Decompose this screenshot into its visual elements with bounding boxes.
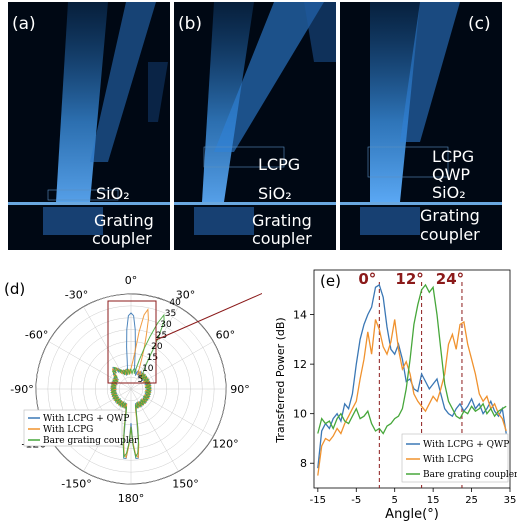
beam-field-c	[340, 2, 502, 235]
annotation-label: 0°	[358, 270, 376, 288]
y-tick-label: 10	[293, 408, 307, 421]
beam-field-b	[174, 2, 336, 235]
plot-frame	[313, 269, 511, 489]
legend-entry-qwp: With LCPG + QWP	[423, 440, 509, 450]
x-tick-label: 5	[392, 495, 398, 506]
legend-entry-bare: Bare grating coupler	[43, 436, 139, 446]
beam-field-a	[8, 2, 170, 235]
radial-tick-label: 10	[142, 364, 154, 374]
x-tick-label: 15	[427, 495, 440, 506]
legend-entry-lcpg: With LCPG	[43, 425, 93, 435]
radial-tick-label: 5	[138, 375, 144, 385]
qwp-label: QWP	[432, 165, 471, 184]
panel-label: (e)	[320, 272, 341, 290]
line-chart: (e) -15 -5 5 15 25 35 8 10 12 14 0° 12° 24° Transfe…	[274, 269, 517, 522]
angle-tick-label: -30°	[65, 289, 88, 302]
radial-tick-label: 25	[156, 331, 167, 341]
zoom-box	[107, 300, 157, 384]
coupler-label: coupler	[92, 229, 152, 248]
series-line	[317, 283, 507, 435]
lcpg-label: LCPG	[258, 155, 301, 174]
radial-tick-label: 20	[151, 342, 163, 352]
y-tick-label: 14	[293, 309, 307, 322]
x-tick-label: -5	[351, 495, 361, 506]
x-tick-label: -15	[310, 495, 326, 506]
sio2-label: SiO₂	[432, 183, 466, 202]
y-tick-label: 12	[293, 358, 307, 371]
annotation-label: 24°	[436, 270, 464, 288]
panel-label: (a)	[12, 14, 36, 34]
polar-grid	[35, 293, 227, 485]
radial-tick-label: 40	[169, 298, 181, 308]
angle-tick-label: -90°	[10, 383, 33, 396]
legend-entry-bare: Bare grating coupler	[423, 470, 517, 480]
legend-entry-lcpg: With LCPG	[423, 455, 473, 465]
radial-tick-label: 15	[147, 353, 158, 363]
polar-legend: With LCPG + QWP With LCPG Bare grating c…	[23, 409, 139, 447]
grating-label: Grating	[94, 211, 154, 230]
radial-tick-label: 30	[160, 320, 172, 330]
x-tick-label: 35	[504, 495, 517, 506]
polar-curves	[109, 308, 165, 460]
radial-tick-label: 35	[165, 309, 176, 319]
y-tick-label: 8	[300, 457, 307, 470]
grating-label: Grating	[252, 211, 312, 230]
panel-label: (d)	[4, 280, 25, 298]
coupler-label: coupler	[420, 225, 480, 244]
angle-tick-label: 90°	[230, 383, 250, 396]
polar-series-curve	[110, 313, 165, 459]
angle-tick-label: 0°	[125, 274, 138, 287]
coupler-label: coupler	[252, 229, 312, 248]
lcpg-label: LCPG	[432, 147, 475, 166]
sio2-label: SiO₂	[258, 184, 292, 203]
angle-tick-label: -60°	[25, 329, 48, 342]
annotation-label: 12°	[395, 270, 423, 288]
polar-plot: 0°30°60°90°120°150°180°-150°-120°-90°-60…	[4, 274, 262, 505]
series-line	[317, 319, 507, 476]
polar-spoke	[83, 306, 132, 390]
panel-c: (c) LCPG QWP SiO₂ Grating coupler	[340, 2, 502, 250]
angle-tick-label: -150°	[61, 477, 91, 490]
panel-a: (a) SiO₂ Grating coupler	[8, 2, 170, 250]
grating-label: Grating	[420, 206, 480, 225]
legend-entry-qwp: With LCPG + QWP	[43, 414, 129, 424]
x-tick-label: 25	[465, 495, 478, 506]
y-axis-label: Transferred Power (dB)	[274, 317, 287, 443]
angle-tick-label: 60°	[216, 329, 236, 342]
polar-ticks: 0°30°60°90°120°150°180°-150°-120°-90°-60…	[10, 274, 249, 505]
zoom-arrow	[155, 292, 262, 341]
angle-tick-label: 180°	[118, 492, 145, 505]
panel-label: (b)	[178, 14, 203, 34]
angle-tick-label: 150°	[172, 477, 199, 490]
polar-spoke	[130, 306, 179, 390]
chart-legend: With LCPG + QWP With LCPG Bare grating c…	[401, 433, 517, 483]
sio2-label: SiO₂	[96, 184, 130, 203]
angle-tick-label: 30°	[176, 289, 196, 302]
panel-b: (b) LCPG SiO₂ Grating coupler	[174, 2, 336, 250]
panel-label: (c)	[468, 14, 491, 34]
angle-tick-label: 120°	[212, 438, 239, 451]
x-axis-label: Angle(°)	[385, 507, 439, 522]
